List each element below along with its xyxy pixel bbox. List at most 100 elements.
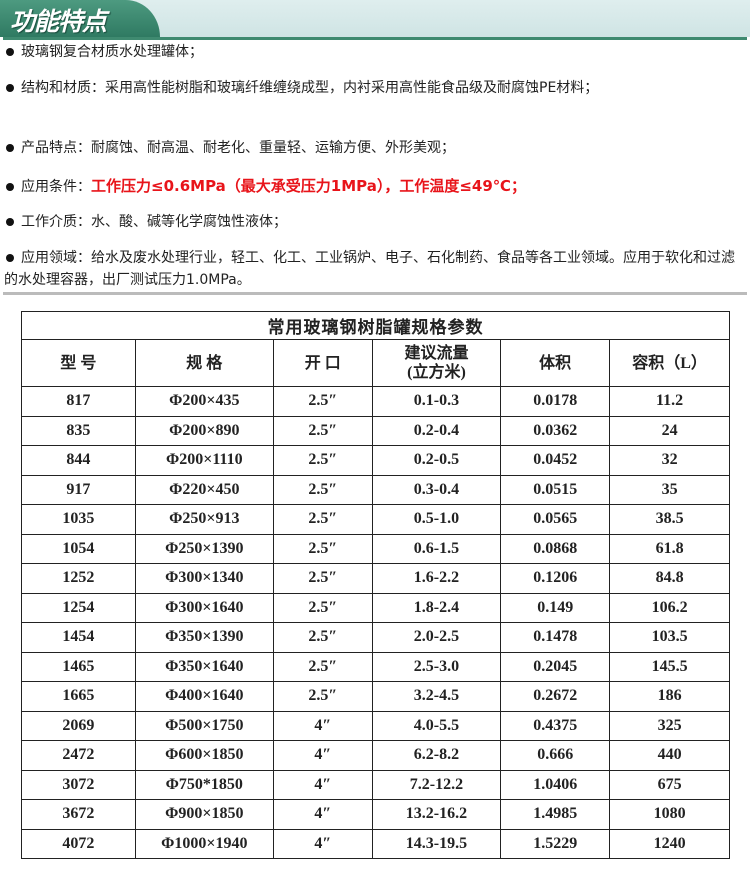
table-cell: 7.2-12.2 xyxy=(371,769,502,800)
table-row: 1054 Φ250×1390 2.5″ 0.6-1.5 0.0868 61.8 xyxy=(21,533,730,564)
spec-table: 常用玻璃钢树脂罐规格参数 型 号规 格开 口建议流量 (立方米) 体积 容积（L） … xyxy=(21,311,730,859)
feature-label: 应用领域： xyxy=(21,250,91,266)
table-cell: 4.0-5.5 xyxy=(371,710,502,741)
table-row: 3072 Φ750*1850 4″ 7.2-12.2 1.0406 675 xyxy=(21,769,730,800)
table-cell: Φ200×890 xyxy=(134,415,274,446)
table-cell: 24 xyxy=(609,415,730,446)
table-cell: 1054 xyxy=(21,533,136,564)
table-cell: 4072 xyxy=(21,828,136,859)
table-cell: 2069 xyxy=(21,710,136,741)
feature-text: 水、酸、碱等化学腐蚀性液体； xyxy=(91,214,287,230)
bullet-icon xyxy=(6,47,14,56)
divider xyxy=(3,37,747,40)
feature-item: 应用领域：给水及废水处理行业，轻工、化工、工业锅炉、电子、石化制药、食品等各工业… xyxy=(4,247,744,291)
table-cell: 0.2045 xyxy=(500,651,611,682)
table-cell: 0.1-0.3 xyxy=(371,386,502,417)
feature-item: 产品特点：耐腐蚀、耐高温、耐老化、重量轻、运输方便、外形美观； xyxy=(4,137,744,159)
table-cell: 1080 xyxy=(609,799,730,830)
feature-label: 产品特点： xyxy=(21,140,91,156)
table-row: 2472 Φ600×1850 4″ 6.2-8.2 0.666 440 xyxy=(21,740,730,771)
bullet-icon xyxy=(6,253,14,262)
table-cell: 6.2-8.2 xyxy=(371,740,502,771)
table-cell: Φ220×450 xyxy=(134,474,274,505)
table-cell: 0.6-1.5 xyxy=(371,533,502,564)
table-cell: 84.8 xyxy=(609,563,730,594)
feature-text: 玻璃钢复合材质水处理罐体； xyxy=(21,44,203,60)
table-cell: 2.5″ xyxy=(272,415,373,446)
table-row: 4072 Φ1000×1940 4″ 14.3-19.5 1.5229 1240 xyxy=(21,828,730,859)
table-cell: 61.8 xyxy=(609,533,730,564)
table-cell: 0.666 xyxy=(500,740,611,771)
table-row: 1454 Φ350×1390 2.5″ 2.0-2.5 0.1478 103.5 xyxy=(21,622,730,653)
column-header: 建议流量 (立方米) xyxy=(371,339,502,387)
table-cell: 0.2-0.5 xyxy=(371,445,502,476)
table-cell: 4″ xyxy=(272,799,373,830)
table-row: 1465 Φ350×1640 2.5″ 2.5-3.0 0.2045 145.5 xyxy=(21,651,730,682)
feature-label: 工作介质： xyxy=(21,214,91,230)
table-row: 1665 Φ400×1640 2.5″ 3.2-4.5 0.2672 186 xyxy=(21,681,730,712)
table-cell: 2.5″ xyxy=(272,445,373,476)
table-cell: 2.5-3.0 xyxy=(371,651,502,682)
table-cell: 2472 xyxy=(21,740,136,771)
table-cell: 1.5229 xyxy=(500,828,611,859)
table-cell: 325 xyxy=(609,710,730,741)
table-cell: 835 xyxy=(21,415,136,446)
table-cell: 103.5 xyxy=(609,622,730,653)
table-cell: 2.5″ xyxy=(272,651,373,682)
feature-text: 工作压力≤0.6MPa（最大承受压力1MPa），工作温度≤49℃； xyxy=(91,177,526,195)
table-cell: 3672 xyxy=(21,799,136,830)
table-cell: 0.0178 xyxy=(500,386,611,417)
table-cell: 145.5 xyxy=(609,651,730,682)
table-cell: 1.6-2.2 xyxy=(371,563,502,594)
feature-label: 应用条件： xyxy=(21,179,91,195)
table-cell: 2.5″ xyxy=(272,622,373,653)
table-cell: Φ350×1390 xyxy=(134,622,274,653)
table-cell: 0.0452 xyxy=(500,445,611,476)
table-cell: 0.0362 xyxy=(500,415,611,446)
bullet-icon xyxy=(6,143,14,152)
table-cell: 0.4375 xyxy=(500,710,611,741)
table-cell: 2.5″ xyxy=(272,681,373,712)
column-header: 规 格 xyxy=(134,339,274,387)
table-cell: Φ600×1850 xyxy=(134,740,274,771)
table-cell: 1.0406 xyxy=(500,769,611,800)
table-cell: 4″ xyxy=(272,769,373,800)
table-cell: 2.5″ xyxy=(272,386,373,417)
feature-label: 结构和材质： xyxy=(21,80,105,96)
table-cell: Φ400×1640 xyxy=(134,681,274,712)
table-cell: Φ250×1390 xyxy=(134,533,274,564)
table-cell: Φ500×1750 xyxy=(134,710,274,741)
table-row: 1252 Φ300×1340 2.5″ 1.6-2.2 0.1206 84.8 xyxy=(21,563,730,594)
table-cell: 675 xyxy=(609,769,730,800)
table-cell: 2.5″ xyxy=(272,474,373,505)
section-tab: 功能特点 xyxy=(0,0,160,37)
table-cell: 0.2672 xyxy=(500,681,611,712)
table-cell: 1035 xyxy=(21,504,136,535)
table-cell: 0.2-0.4 xyxy=(371,415,502,446)
table-cell: Φ750*1850 xyxy=(134,769,274,800)
table-cell: 0.0565 xyxy=(500,504,611,535)
table-cell: 1665 xyxy=(21,681,136,712)
table-cell: 1.8-2.4 xyxy=(371,592,502,623)
table-row: 844 Φ200×1110 2.5″ 0.2-0.5 0.0452 32 xyxy=(21,445,730,476)
table-cell: 0.1206 xyxy=(500,563,611,594)
table-cell: 3072 xyxy=(21,769,136,800)
table-cell: 2.5″ xyxy=(272,504,373,535)
table-cell: 1240 xyxy=(609,828,730,859)
table-cell: Φ200×435 xyxy=(134,386,274,417)
table-cell: 4″ xyxy=(272,710,373,741)
table-cell: 186 xyxy=(609,681,730,712)
table-cell: Φ300×1340 xyxy=(134,563,274,594)
table-cell: 0.3-0.4 xyxy=(371,474,502,505)
bullet-icon xyxy=(6,83,14,92)
divider xyxy=(3,292,747,295)
feature-text: 给水及废水处理行业，轻工、化工、工业锅炉、电子、石化制药、食品等各工业领域。应用… xyxy=(4,250,735,288)
table-cell: 1454 xyxy=(21,622,136,653)
table-cell: 2.5″ xyxy=(272,563,373,594)
table-cell: Φ1000×1940 xyxy=(134,828,274,859)
table-row: 1035 Φ250×913 2.5″ 0.5-1.0 0.0565 38.5 xyxy=(21,504,730,535)
table-cell: 106.2 xyxy=(609,592,730,623)
table-cell: 2.0-2.5 xyxy=(371,622,502,653)
table-cell: 14.3-19.5 xyxy=(371,828,502,859)
table-cell: 4″ xyxy=(272,740,373,771)
